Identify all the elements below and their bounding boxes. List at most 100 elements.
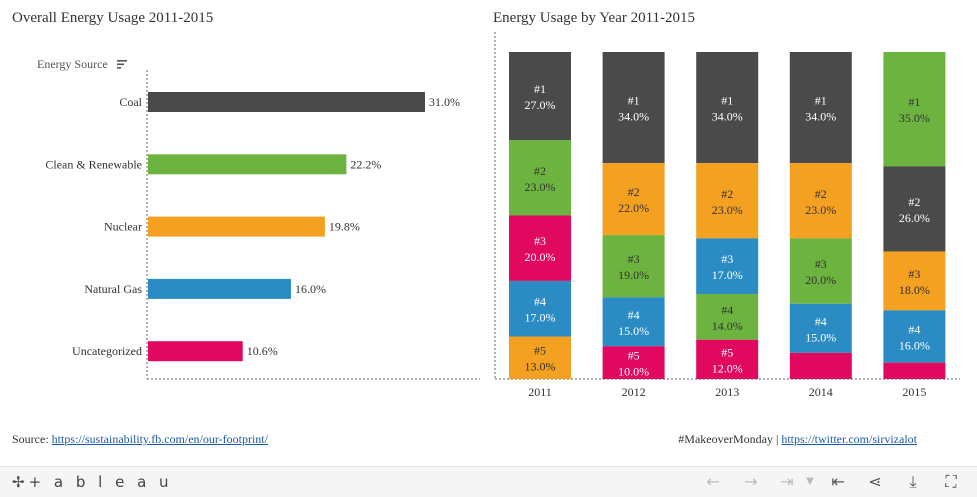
rank-label-2015-2: #2 bbox=[908, 195, 920, 209]
percent-label-2012-5: 10.0% bbox=[618, 365, 649, 379]
redo-icon[interactable]: → bbox=[744, 472, 758, 491]
segment-2013-nuclear[interactable] bbox=[696, 163, 759, 239]
bar-natural-gas[interactable] bbox=[148, 278, 291, 299]
year-label-2014: 2014 bbox=[809, 385, 833, 399]
percent-label-2014-2: 23.0% bbox=[805, 203, 836, 217]
bar-nuclear[interactable] bbox=[148, 216, 325, 237]
segment-2014-uncategorized[interactable] bbox=[789, 352, 852, 379]
rank-label-2014-2: #2 bbox=[815, 187, 827, 201]
rank-label-2012-4: #4 bbox=[628, 308, 640, 322]
revert-menu-icon[interactable]: ▼ bbox=[806, 476, 814, 487]
year-label-2013: 2013 bbox=[715, 385, 739, 399]
percent-label-2013-4: 14.0% bbox=[712, 319, 743, 333]
percent-label-2013-2: 23.0% bbox=[712, 203, 743, 217]
percent-label-2015-4: 16.0% bbox=[899, 338, 930, 352]
rank-label-2011-1: #1 bbox=[534, 82, 546, 96]
segment-2011-natural-gas[interactable] bbox=[509, 280, 571, 337]
percent-label-2011-3: 20.0% bbox=[525, 250, 556, 264]
segment-2013-natural-gas[interactable] bbox=[696, 238, 759, 294]
category-label-natural-gas: Natural Gas bbox=[84, 282, 142, 296]
segment-2015-nuclear[interactable] bbox=[883, 251, 946, 311]
rank-label-2012-3: #3 bbox=[628, 252, 640, 266]
segment-2012-natural-gas[interactable] bbox=[602, 297, 665, 347]
segment-2012-coal[interactable] bbox=[602, 52, 665, 164]
rank-label-2015-3: #3 bbox=[908, 267, 920, 281]
percent-label-2014-3: 20.0% bbox=[805, 273, 836, 287]
sort-icon[interactable] bbox=[117, 60, 127, 69]
segment-2013-coal[interactable] bbox=[696, 52, 759, 164]
right-chart-title: Energy Usage by Year 2011-2015 bbox=[493, 10, 696, 26]
percent-label-2014-1: 34.0% bbox=[805, 110, 836, 124]
percent-label-2011-4: 17.0% bbox=[525, 311, 556, 325]
value-label-clean-renewable: 22.2% bbox=[350, 157, 381, 171]
segment-2011-nuclear[interactable] bbox=[509, 336, 571, 379]
twitter-link[interactable]: https://twitter.com/sirvizalot bbox=[781, 432, 917, 446]
segment-2014-coal[interactable] bbox=[789, 52, 852, 164]
segment-2014-natural-gas[interactable] bbox=[789, 303, 852, 353]
tableau-logo-mark-icon: ✢ bbox=[12, 473, 29, 491]
rank-label-2014-1: #1 bbox=[815, 94, 827, 108]
segment-2013-uncategorized[interactable] bbox=[696, 339, 759, 379]
percent-label-2013-1: 34.0% bbox=[712, 110, 743, 124]
rank-label-2014-4: #4 bbox=[815, 314, 827, 328]
value-label-natural-gas: 16.0% bbox=[295, 282, 326, 296]
rank-label-2011-5: #5 bbox=[534, 344, 546, 358]
percent-label-2013-5: 12.0% bbox=[712, 361, 743, 375]
value-label-coal: 31.0% bbox=[429, 95, 460, 109]
rank-label-2015-4: #4 bbox=[908, 322, 920, 336]
percent-label-2014-4: 15.0% bbox=[805, 330, 836, 344]
source-footer: Source: https://sustainability.fb.com/en… bbox=[12, 432, 268, 447]
percent-label-2015-2: 26.0% bbox=[899, 211, 930, 225]
percent-label-2015-3: 18.0% bbox=[899, 283, 930, 297]
source-link[interactable]: https://sustainability.fb.com/en/our-foo… bbox=[51, 432, 268, 446]
energy-source-header[interactable]: Energy Source bbox=[37, 57, 108, 71]
percent-label-2012-4: 15.0% bbox=[618, 324, 649, 338]
category-label-coal: Coal bbox=[119, 95, 142, 109]
revert-icon[interactable]: ⇥ bbox=[780, 472, 794, 491]
fullscreen-icon[interactable]: ⛶ bbox=[945, 472, 957, 491]
tableau-logo-text: + a b l e a u bbox=[28, 473, 173, 491]
bar-uncategorized[interactable] bbox=[148, 341, 243, 362]
rank-label-2014-3: #3 bbox=[815, 257, 827, 271]
bar-coal[interactable] bbox=[148, 92, 425, 112]
footer-separator: | bbox=[772, 432, 782, 446]
rank-label-2011-3: #3 bbox=[534, 234, 546, 248]
segment-2012-uncategorized[interactable] bbox=[602, 346, 665, 379]
percent-label-2011-5: 13.0% bbox=[525, 360, 556, 374]
segment-2013-clean-renewable[interactable] bbox=[696, 293, 759, 340]
year-label-2011: 2011 bbox=[528, 385, 552, 399]
year-label-2012: 2012 bbox=[622, 385, 646, 399]
source-prefix: Source: bbox=[12, 432, 52, 446]
credit-footer: #MakeoverMonday | https://twitter.com/si… bbox=[678, 432, 917, 447]
rank-label-2012-5: #5 bbox=[628, 349, 640, 363]
segment-2015-coal[interactable] bbox=[883, 166, 946, 252]
download-icon[interactable]: ⤓ bbox=[909, 472, 917, 491]
segment-2015-natural-gas[interactable] bbox=[883, 310, 946, 363]
bar-clean-renewable[interactable] bbox=[148, 154, 347, 175]
reset-icon[interactable]: ⇤ bbox=[831, 472, 845, 491]
segment-2011-clean-renewable[interactable] bbox=[509, 140, 571, 216]
segment-2015-clean-renewable[interactable] bbox=[883, 52, 946, 167]
tableau-toolbar: ✢+ a b l e a u ← → ⇥ ▼ ⇤ ⋖ ⤓ ⛶ bbox=[0, 466, 977, 497]
value-label-nuclear: 19.8% bbox=[329, 220, 360, 234]
segment-2011-coal[interactable] bbox=[509, 52, 571, 141]
left-chart-title: Overall Energy Usage 2011-2015 bbox=[12, 10, 214, 26]
segment-2015-uncategorized[interactable] bbox=[883, 362, 946, 379]
segment-2011-uncategorized[interactable] bbox=[509, 215, 571, 281]
category-label-clean-renewable: Clean & Renewable bbox=[45, 157, 142, 171]
value-label-uncategorized: 10.6% bbox=[247, 344, 278, 358]
rank-label-2013-4: #4 bbox=[721, 303, 733, 317]
tableau-logo[interactable]: ✢+ a b l e a u bbox=[12, 473, 173, 491]
segment-2012-clean-renewable[interactable] bbox=[602, 235, 665, 298]
share-icon[interactable]: ⋖ bbox=[868, 472, 882, 491]
undo-icon[interactable]: ← bbox=[706, 472, 720, 491]
year-label-2015: 2015 bbox=[902, 385, 926, 399]
segment-2014-nuclear[interactable] bbox=[789, 163, 852, 239]
segment-2012-nuclear[interactable] bbox=[602, 163, 665, 236]
segment-2014-clean-renewable[interactable] bbox=[789, 238, 852, 304]
percent-label-2012-2: 22.0% bbox=[618, 201, 649, 215]
category-label-nuclear: Nuclear bbox=[104, 220, 142, 234]
percent-label-2012-1: 34.0% bbox=[618, 110, 649, 124]
hashtag-text: #MakeoverMonday bbox=[678, 432, 773, 446]
category-label-uncategorized: Uncategorized bbox=[72, 344, 142, 358]
